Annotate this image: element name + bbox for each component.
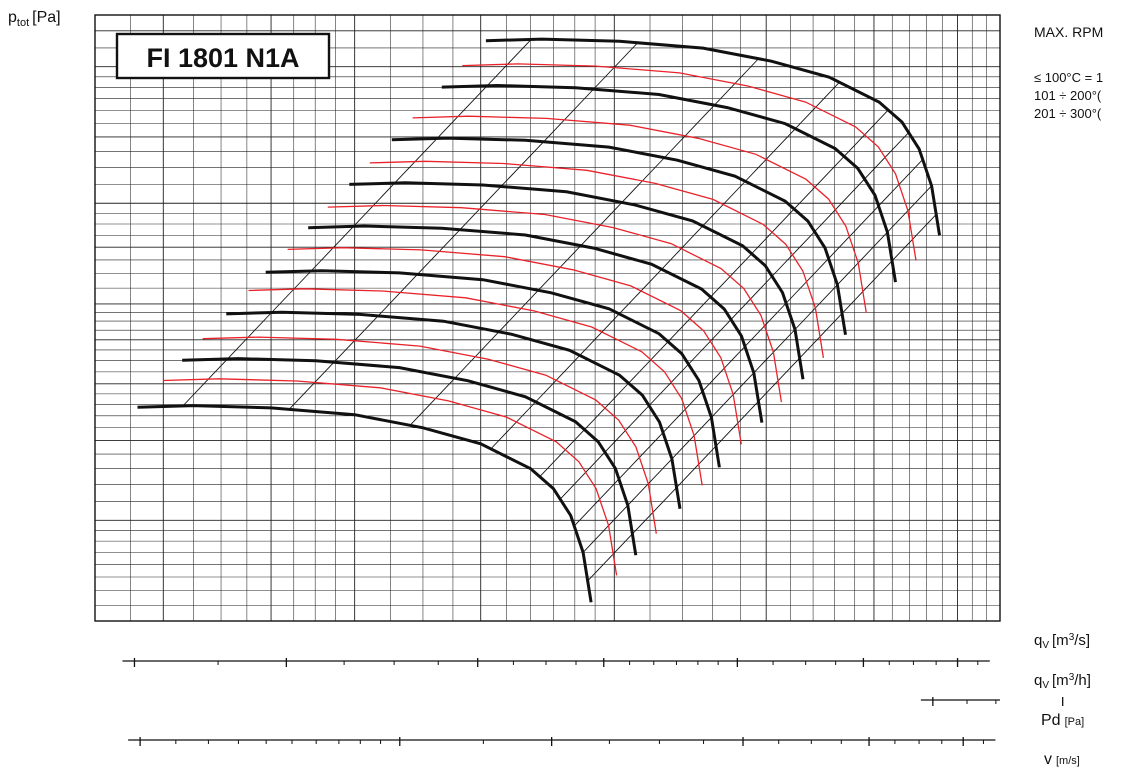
power-curve xyxy=(202,336,657,534)
system-line xyxy=(582,185,932,553)
system-line xyxy=(574,158,924,527)
x-axis-v-unit: [m/s] xyxy=(1056,755,1080,767)
power-curve xyxy=(412,115,867,313)
max-rpm-line-3: 201 ÷ 300°( xyxy=(1034,106,1102,121)
power-curve xyxy=(369,160,825,359)
x-axis-flowh-sub: V xyxy=(1042,680,1049,691)
chart-title: FI 1801 N1A xyxy=(146,43,299,73)
x-axis-flow-sup: 3 xyxy=(1069,632,1075,643)
power-curve xyxy=(327,204,783,403)
rpm-curve-710 xyxy=(137,404,593,603)
x-axis-titles: qV [m3/s] qV [m3/h] Pd [Pa] v [m/s] xyxy=(1034,632,1091,768)
power-curve xyxy=(287,247,742,445)
max-rpm-line-2: 101 ÷ 200°( xyxy=(1034,88,1102,103)
max-rpm-line-1: ≤ 100°C = 1 xyxy=(1034,70,1103,85)
y-axis-unit: [Pa] xyxy=(32,9,60,26)
system-line xyxy=(560,131,910,500)
title-box: FI 1801 N1A xyxy=(115,32,331,80)
power-curve xyxy=(462,63,917,261)
rpm-curve-900 xyxy=(226,310,682,510)
system-line xyxy=(182,39,532,407)
grid xyxy=(94,15,1000,622)
fan-curves xyxy=(137,37,942,603)
y-axis-symbol: p xyxy=(8,9,17,26)
axes xyxy=(94,14,1064,746)
x-axis-flowh-unit: [m xyxy=(1052,672,1069,689)
x-axis-flow-unit: [m xyxy=(1052,632,1069,649)
rpm-curve-1250 xyxy=(349,181,805,380)
svg-text:Pd[Pa]: Pd [Pa] xyxy=(1041,712,1084,729)
svg-text:qV[m3/s]: qV [m3/s] xyxy=(1034,632,1090,651)
x-axis-flowh-tail: /h] xyxy=(1074,672,1091,689)
power-curve xyxy=(248,288,703,486)
x-axis-flow-sub: V xyxy=(1042,640,1049,651)
x-axis-v-symbol: v xyxy=(1044,751,1052,768)
x-axis-flowh-symbol: q xyxy=(1034,672,1042,689)
rpm-curve-1120 xyxy=(308,224,764,423)
svg-text:ptot[Pa]: ptot [Pa] xyxy=(8,9,61,29)
rpm-curve-1600 xyxy=(441,83,897,283)
rpm-curve-1800 xyxy=(485,37,942,236)
y-axis-subscript: tot xyxy=(17,17,29,29)
rpm-curve-1000 xyxy=(265,269,721,468)
system-line xyxy=(539,109,889,477)
svg-text:v[m/s]: v [m/s] xyxy=(1044,751,1080,768)
x-axis-pd-symbol: Pd xyxy=(1041,712,1061,729)
rpm-curve-1400 xyxy=(391,136,847,335)
x-axis-pd-unit: [Pa] xyxy=(1065,716,1085,728)
power-curve xyxy=(162,378,618,576)
x-axis-flowh-sup: 3 xyxy=(1069,672,1075,683)
svg-text:qV[m3/h]: qV [m3/h] xyxy=(1034,672,1091,691)
max-rpm-note: MAX. RPM ≤ 100°C = 1 101 ÷ 200°( 201 ÷ 3… xyxy=(1034,24,1103,121)
x-axis-flow-symbol: q xyxy=(1034,632,1042,649)
y-axis-title: ptot [Pa] xyxy=(8,9,61,29)
x-axis-flow-tail: /s] xyxy=(1074,632,1090,649)
rpm-curve-800 xyxy=(182,357,638,556)
system-line xyxy=(587,213,937,582)
system-line xyxy=(409,58,760,426)
max-rpm-title: MAX. RPM xyxy=(1034,24,1103,40)
plot-frame xyxy=(94,14,1001,622)
title-frame xyxy=(115,32,331,80)
